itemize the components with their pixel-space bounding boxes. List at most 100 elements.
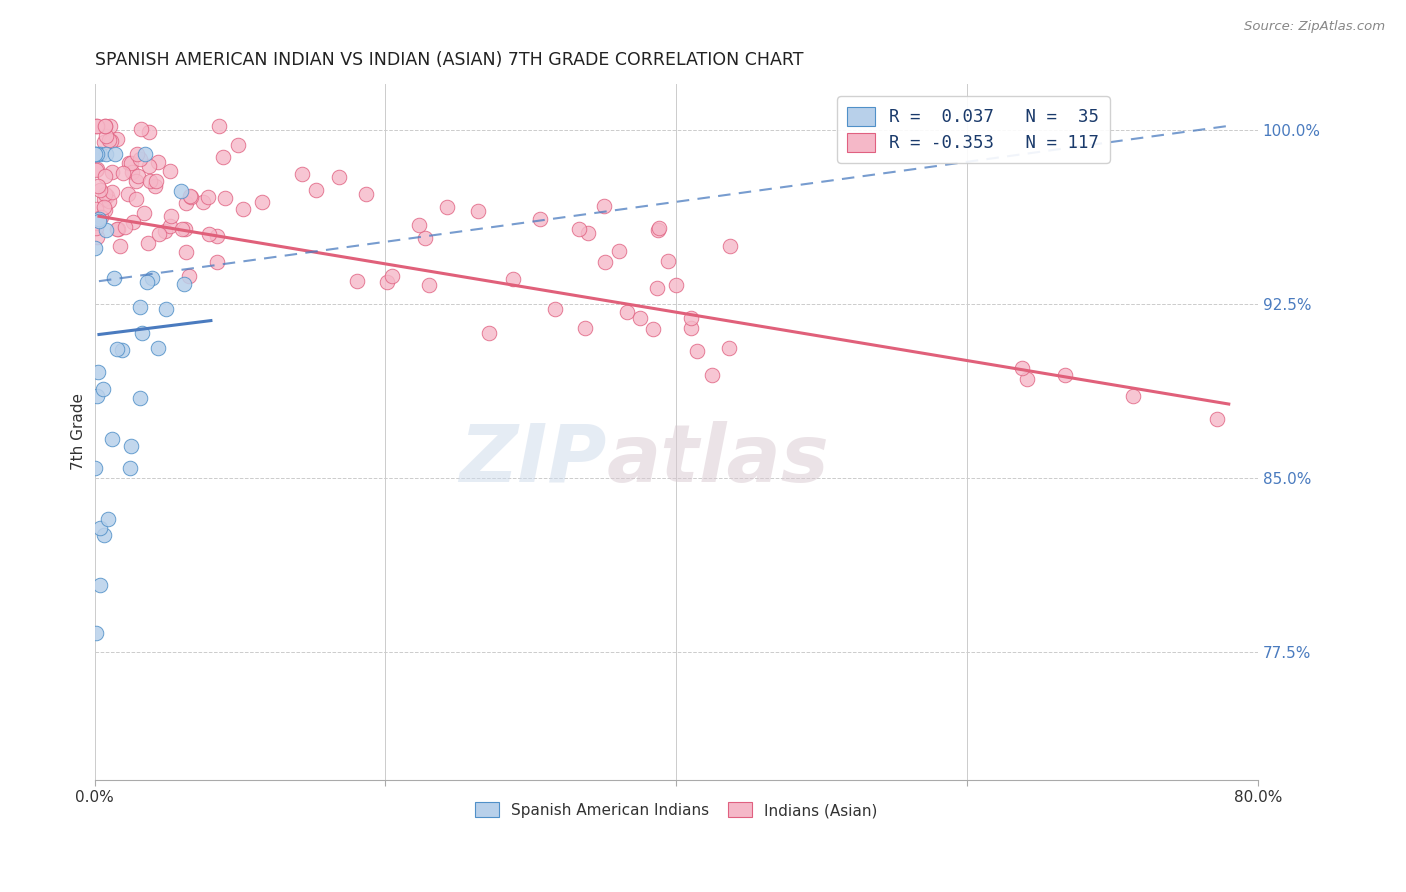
Point: [96, 189, 118, 203]
Point: [173, 277, 195, 292]
Point: [155, 302, 177, 317]
Point: [98, 119, 121, 133]
Point: [103, 271, 125, 285]
Point: [97, 194, 120, 209]
Point: [592, 198, 614, 212]
Text: Source: ZipAtlas.com: Source: ZipAtlas.com: [1244, 20, 1385, 33]
Point: [657, 254, 679, 268]
Point: [593, 254, 616, 268]
Point: [94, 169, 117, 183]
Point: [305, 183, 328, 197]
Text: SPANISH AMERICAN INDIAN VS INDIAN (ASIAN) 7TH GRADE CORRELATION CHART: SPANISH AMERICAN INDIAN VS INDIAN (ASIAN…: [94, 51, 803, 69]
Point: [502, 272, 524, 286]
Point: [176, 245, 198, 260]
Point: [86, 625, 108, 640]
Point: [1011, 361, 1033, 376]
Point: [86, 389, 108, 403]
Point: [89, 183, 111, 197]
Point: [97, 133, 120, 147]
Point: [686, 343, 709, 358]
Point: [146, 155, 169, 169]
Point: [107, 222, 129, 236]
Point: [354, 187, 377, 202]
Point: [328, 169, 350, 184]
Point: [114, 220, 136, 235]
Point: [100, 134, 122, 148]
Point: [616, 305, 638, 319]
Point: [574, 321, 596, 335]
Point: [160, 209, 183, 223]
Point: [647, 223, 669, 237]
Point: [478, 326, 501, 340]
Point: [641, 321, 664, 335]
Legend: Spanish American Indians, Indians (Asian): Spanish American Indians, Indians (Asian…: [468, 797, 884, 824]
Point: [179, 268, 201, 283]
Point: [94, 119, 117, 133]
Point: [208, 119, 231, 133]
Point: [128, 392, 150, 406]
Point: [107, 342, 129, 356]
Point: [131, 326, 153, 341]
Point: [93, 200, 115, 214]
Point: [179, 189, 201, 203]
Point: [232, 202, 254, 216]
Point: [89, 521, 111, 535]
Point: [122, 215, 145, 229]
Point: [1122, 389, 1144, 403]
Point: [84, 119, 107, 133]
Point: [375, 275, 398, 289]
Point: [86, 146, 108, 161]
Point: [169, 184, 191, 198]
Point: [84, 461, 107, 475]
Point: [86, 162, 108, 177]
Point: [136, 275, 159, 289]
Point: [93, 527, 115, 541]
Point: [679, 320, 702, 334]
Point: [418, 278, 440, 293]
Point: [717, 342, 740, 356]
Point: [665, 278, 688, 293]
Point: [89, 146, 111, 161]
Point: [93, 192, 115, 206]
Point: [346, 274, 368, 288]
Point: [1017, 372, 1039, 386]
Point: [84, 221, 107, 235]
Point: [86, 216, 108, 230]
Point: [207, 229, 229, 244]
Point: [645, 281, 668, 295]
Point: [90, 210, 112, 224]
Point: [141, 270, 163, 285]
Point: [97, 511, 120, 525]
Point: [129, 300, 152, 314]
Point: [408, 218, 430, 232]
Point: [101, 185, 124, 199]
Point: [84, 241, 107, 255]
Point: [576, 226, 599, 240]
Point: [413, 230, 436, 244]
Point: [87, 366, 110, 380]
Point: [129, 121, 152, 136]
Point: [87, 179, 110, 194]
Point: [381, 269, 404, 284]
Point: [120, 461, 142, 475]
Point: [120, 440, 142, 454]
Point: [172, 221, 194, 235]
Point: [628, 310, 651, 325]
Point: [101, 432, 124, 446]
Point: [191, 195, 214, 210]
Text: ZIP: ZIP: [458, 421, 606, 499]
Point: [111, 343, 134, 358]
Point: [127, 169, 149, 183]
Point: [1206, 412, 1229, 426]
Point: [134, 206, 156, 220]
Point: [145, 174, 167, 188]
Point: [648, 221, 671, 235]
Point: [138, 125, 160, 139]
Point: [84, 146, 107, 161]
Point: [100, 165, 122, 179]
Point: [436, 200, 458, 214]
Point: [125, 173, 148, 187]
Point: [180, 190, 202, 204]
Point: [105, 132, 128, 146]
Point: [226, 138, 249, 153]
